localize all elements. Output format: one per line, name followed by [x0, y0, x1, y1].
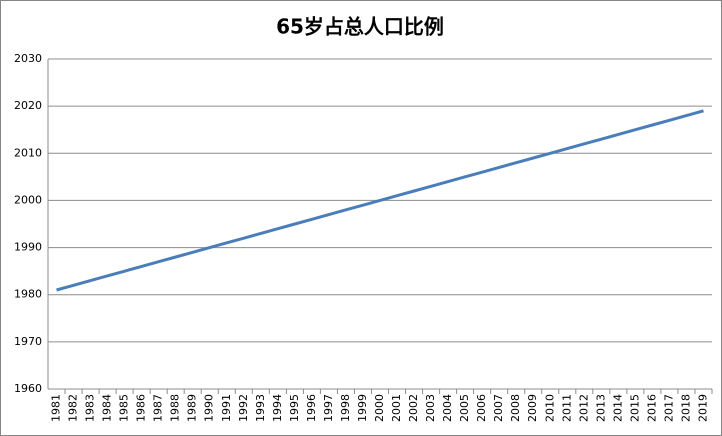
x-tick-label: 1994 [271, 394, 284, 422]
x-tick-label: 2017 [662, 394, 675, 422]
x-tick-label: 2011 [560, 394, 573, 422]
y-tick-label: 2000 [14, 193, 42, 206]
x-tick-label: 2005 [458, 394, 471, 422]
x-tick-label: 1988 [169, 394, 182, 422]
x-tick-label: 1993 [254, 394, 267, 422]
x-tick-label: 1997 [322, 394, 335, 422]
x-tick-label: 1989 [186, 394, 199, 422]
x-tick-label: 2001 [390, 394, 403, 422]
x-tick-label: 2013 [594, 394, 607, 422]
x-tick-label: 2003 [424, 394, 437, 422]
x-tick-label: 2012 [577, 394, 590, 422]
line-series [56, 109, 704, 292]
x-tick-label: 1998 [339, 394, 352, 422]
x-tick-label: 1991 [220, 394, 233, 422]
x-tick-label: 1990 [203, 394, 216, 422]
y-tick-label: 2010 [14, 146, 42, 159]
x-tick-label: 2016 [645, 394, 658, 422]
x-tick-label: 1986 [135, 394, 148, 422]
x-tick-label: 2014 [611, 394, 624, 422]
x-tick-label: 1982 [67, 394, 80, 422]
x-tick-label: 2004 [441, 394, 454, 422]
x-tick-label: 1995 [288, 394, 301, 422]
y-tick-label: 1960 [14, 382, 42, 395]
x-tick-label: 1992 [237, 394, 250, 422]
x-tick-label: 2010 [543, 394, 556, 422]
y-tick-label: 1970 [14, 335, 42, 348]
x-tick-label: 2018 [679, 394, 692, 422]
x-tick-label: 2002 [407, 394, 420, 422]
x-tick-label: 1999 [356, 394, 369, 422]
y-tick-label: 2030 [14, 52, 42, 65]
y-tick-label: 2020 [14, 99, 42, 112]
x-tick-label: 1983 [84, 394, 97, 422]
x-tick-label: 1996 [305, 394, 318, 422]
x-tick-label: 1984 [101, 394, 114, 422]
x-tick-label: 1981 [50, 394, 63, 422]
chart-title: 65岁占总人口比例 [276, 15, 444, 39]
x-tick-label: 1985 [118, 394, 131, 422]
x-tick-label: 2007 [492, 394, 505, 422]
x-tick-label: 2000 [373, 394, 386, 422]
y-tick-label: 1990 [14, 241, 42, 254]
x-tick-label: 2019 [696, 394, 709, 422]
x-tick-label: 2009 [526, 394, 539, 422]
x-tick-label: 2008 [509, 394, 522, 422]
y-tick-label: 1980 [14, 288, 42, 301]
x-tick-label: 2006 [475, 394, 488, 422]
x-tick-label: 2015 [628, 394, 641, 422]
x-tick-label: 1987 [152, 394, 165, 422]
